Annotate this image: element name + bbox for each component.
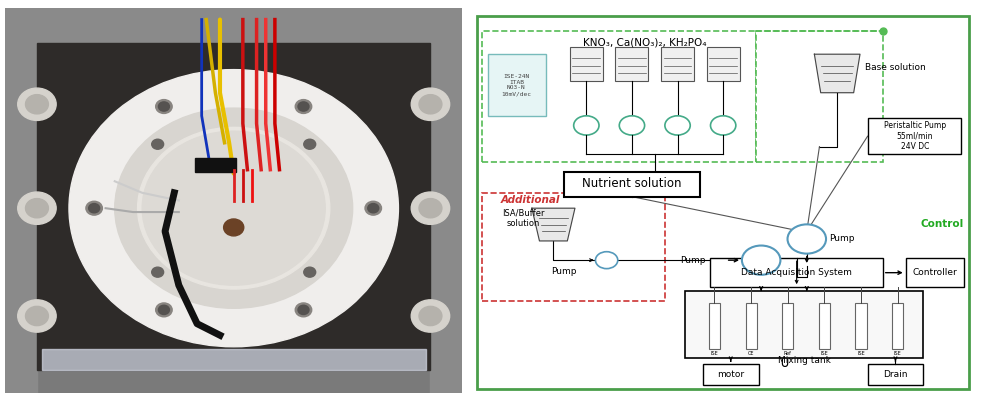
Text: Base solution: Base solution xyxy=(865,63,926,72)
Text: ISE-24N
ITAB
NO3-N
10mV/dec: ISE-24N ITAB NO3-N 10mV/dec xyxy=(502,74,531,96)
Circle shape xyxy=(368,204,379,213)
Bar xyxy=(41,349,426,370)
Text: Additional: Additional xyxy=(500,196,560,205)
Circle shape xyxy=(365,201,382,215)
Circle shape xyxy=(86,201,102,215)
Bar xyxy=(195,158,236,172)
Circle shape xyxy=(158,305,169,314)
Circle shape xyxy=(142,131,325,285)
Bar xyxy=(868,364,923,385)
Circle shape xyxy=(665,116,690,135)
Bar xyxy=(855,302,867,349)
Circle shape xyxy=(26,306,48,326)
Bar xyxy=(707,47,740,81)
Bar xyxy=(564,172,701,196)
Circle shape xyxy=(419,198,442,218)
Circle shape xyxy=(298,305,309,314)
Text: Data Acquisition System: Data Acquisition System xyxy=(741,268,852,277)
Circle shape xyxy=(18,88,56,120)
Circle shape xyxy=(89,204,99,213)
Text: KNO₃, Ca(NO₃)₂, KH₂PO₄: KNO₃, Ca(NO₃)₂, KH₂PO₄ xyxy=(583,38,707,48)
Text: Pump: Pump xyxy=(680,256,706,265)
Bar xyxy=(482,193,665,301)
Circle shape xyxy=(155,303,172,317)
Text: Mixing tank: Mixing tank xyxy=(777,356,830,365)
Text: ISE: ISE xyxy=(821,351,829,356)
Circle shape xyxy=(298,102,309,111)
Circle shape xyxy=(155,99,172,113)
Bar xyxy=(615,47,648,81)
Circle shape xyxy=(574,116,599,135)
Text: Pump: Pump xyxy=(551,267,577,276)
Circle shape xyxy=(304,139,316,149)
Bar xyxy=(37,43,430,370)
Bar xyxy=(5,8,37,393)
Text: CE: CE xyxy=(748,351,755,356)
Bar xyxy=(430,8,462,393)
Bar xyxy=(487,54,546,116)
Circle shape xyxy=(295,99,312,113)
Text: ISE: ISE xyxy=(710,351,718,356)
Circle shape xyxy=(411,88,450,120)
Bar xyxy=(482,31,756,162)
Text: ISA/Buffer
solution: ISA/Buffer solution xyxy=(502,208,544,227)
Text: Peristaltic Pump
55ml/min
24V DC: Peristaltic Pump 55ml/min 24V DC xyxy=(884,122,946,151)
Circle shape xyxy=(619,116,645,135)
Bar xyxy=(5,8,462,43)
Text: Nutrient solution: Nutrient solution xyxy=(583,178,682,190)
Circle shape xyxy=(152,267,163,277)
Circle shape xyxy=(138,128,330,289)
Circle shape xyxy=(18,192,56,225)
Text: ISE: ISE xyxy=(893,351,901,356)
Bar xyxy=(703,364,759,385)
Bar xyxy=(819,302,830,349)
Bar xyxy=(868,118,961,154)
Polygon shape xyxy=(815,54,860,93)
Circle shape xyxy=(152,139,163,149)
Circle shape xyxy=(26,95,48,114)
Circle shape xyxy=(69,70,399,347)
Bar xyxy=(746,302,757,349)
Bar xyxy=(710,258,883,287)
Circle shape xyxy=(18,300,56,332)
Circle shape xyxy=(304,267,316,277)
Bar xyxy=(782,302,793,349)
Bar xyxy=(756,31,883,162)
Circle shape xyxy=(787,225,826,253)
Circle shape xyxy=(742,245,780,275)
Circle shape xyxy=(411,192,450,225)
Text: Controller: Controller xyxy=(912,268,957,277)
Circle shape xyxy=(411,300,450,332)
Text: Control: Control xyxy=(921,219,964,229)
Circle shape xyxy=(223,219,244,236)
Text: Pump: Pump xyxy=(830,235,855,243)
Circle shape xyxy=(419,95,442,114)
Circle shape xyxy=(26,198,48,218)
Text: motor: motor xyxy=(717,370,744,379)
Bar xyxy=(570,47,603,81)
Circle shape xyxy=(419,306,442,326)
Text: Drain: Drain xyxy=(884,370,907,379)
Text: Ref: Ref xyxy=(784,351,792,356)
Bar xyxy=(892,302,903,349)
Text: ∪: ∪ xyxy=(779,356,789,371)
Bar xyxy=(708,302,720,349)
Circle shape xyxy=(115,108,352,308)
Circle shape xyxy=(158,102,169,111)
Circle shape xyxy=(595,252,618,269)
Bar xyxy=(5,370,462,393)
Circle shape xyxy=(295,303,312,317)
Bar xyxy=(661,47,694,81)
Circle shape xyxy=(710,116,736,135)
Polygon shape xyxy=(532,208,575,241)
Bar xyxy=(905,258,964,287)
Bar xyxy=(685,291,923,358)
Text: ISE: ISE xyxy=(857,351,865,356)
